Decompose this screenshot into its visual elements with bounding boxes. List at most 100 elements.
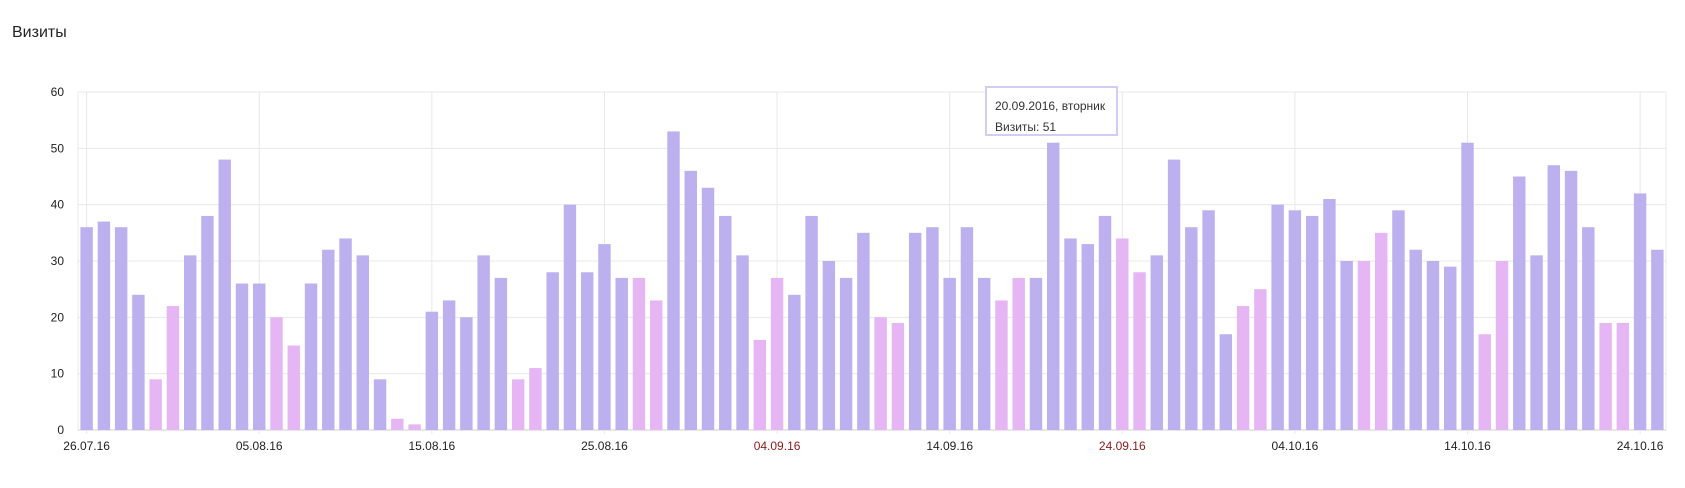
bar[interactable]: [1064, 238, 1077, 430]
bar[interactable]: [943, 277, 956, 430]
bar[interactable]: [1012, 277, 1025, 430]
bar[interactable]: [1202, 210, 1215, 430]
bar[interactable]: [201, 215, 214, 430]
bar[interactable]: [270, 317, 283, 430]
bar[interactable]: [1599, 322, 1612, 430]
bar[interactable]: [908, 232, 922, 430]
bar[interactable]: [667, 131, 680, 430]
bar[interactable]: [615, 277, 628, 430]
bar[interactable]: [494, 277, 508, 430]
bar[interactable]: [1461, 142, 1474, 430]
y-tick-label: 50: [51, 141, 65, 155]
bar[interactable]: [253, 283, 266, 430]
bar[interactable]: [166, 306, 180, 430]
bar[interactable]: [563, 204, 577, 430]
bar[interactable]: [1444, 266, 1457, 430]
bar[interactable]: [511, 379, 525, 430]
x-tick-label: 04.09.16: [754, 439, 801, 453]
bar[interactable]: [1323, 199, 1336, 430]
bar[interactable]: [977, 277, 991, 430]
bar[interactable]: [1478, 334, 1491, 430]
bar[interactable]: [857, 232, 870, 430]
bar[interactable]: [891, 322, 905, 430]
chart-title: Визиты: [12, 24, 67, 41]
bar[interactable]: [822, 261, 836, 430]
bar[interactable]: [1547, 165, 1561, 430]
bar[interactable]: [1254, 289, 1267, 430]
bar[interactable]: [1047, 142, 1060, 430]
bar-tooltip: 20.09.2016, вторник Визиты: 51: [985, 86, 1118, 136]
bars: [80, 131, 1664, 431]
bar[interactable]: [1582, 227, 1595, 430]
bar[interactable]: [1374, 232, 1388, 430]
bar[interactable]: [1409, 249, 1422, 430]
bar[interactable]: [1081, 244, 1094, 430]
bar[interactable]: [356, 255, 370, 430]
bar[interactable]: [1340, 261, 1353, 430]
bar[interactable]: [650, 300, 663, 430]
bar[interactable]: [425, 311, 439, 430]
bar[interactable]: [1219, 334, 1233, 430]
y-axis-ticks: 0 10 20 30 40 50 60: [51, 85, 65, 437]
bar[interactable]: [1564, 170, 1578, 430]
bar[interactable]: [114, 227, 128, 430]
bar[interactable]: [926, 227, 939, 430]
bar[interactable]: [1633, 193, 1647, 430]
bar[interactable]: [460, 317, 473, 430]
bar[interactable]: [408, 424, 421, 430]
bar[interactable]: [788, 294, 801, 430]
bar[interactable]: [995, 300, 1008, 430]
bar[interactable]: [80, 227, 93, 430]
bar[interactable]: [1513, 176, 1526, 431]
bar[interactable]: [1150, 255, 1164, 430]
bar[interactable]: [1357, 261, 1371, 430]
bar[interactable]: [373, 379, 387, 430]
bar[interactable]: [701, 187, 715, 430]
bar[interactable]: [1288, 210, 1302, 430]
y-tick-label: 10: [51, 367, 65, 381]
bar[interactable]: [1236, 306, 1250, 430]
bar[interactable]: [632, 277, 646, 430]
bar[interactable]: [1029, 277, 1043, 430]
bar[interactable]: [97, 221, 111, 430]
x-tick-label: 24.10.16: [1617, 439, 1664, 453]
bar[interactable]: [287, 345, 300, 431]
bar[interactable]: [546, 272, 559, 430]
bar[interactable]: [1495, 261, 1509, 430]
bar[interactable]: [1651, 249, 1664, 430]
bar[interactable]: [391, 418, 404, 430]
bar[interactable]: [736, 255, 749, 430]
bar[interactable]: [339, 238, 352, 430]
bar[interactable]: [132, 294, 145, 430]
bar[interactable]: [218, 159, 231, 430]
bar[interactable]: [442, 300, 456, 430]
bar[interactable]: [1167, 159, 1181, 430]
bar[interactable]: [1426, 261, 1440, 430]
bar[interactable]: [839, 277, 853, 430]
bar[interactable]: [580, 272, 594, 430]
bar[interactable]: [1185, 227, 1198, 430]
bar[interactable]: [1305, 215, 1319, 430]
bar[interactable]: [770, 277, 784, 430]
bar[interactable]: [1116, 238, 1129, 430]
bar[interactable]: [477, 255, 490, 430]
bar[interactable]: [183, 255, 197, 430]
bar[interactable]: [805, 215, 818, 430]
bar[interactable]: [1616, 322, 1630, 430]
bar[interactable]: [1392, 210, 1405, 430]
bar[interactable]: [529, 368, 542, 430]
bar[interactable]: [753, 339, 767, 430]
bar[interactable]: [598, 244, 611, 430]
bar[interactable]: [684, 170, 697, 430]
bar[interactable]: [719, 215, 732, 430]
bar[interactable]: [1098, 215, 1112, 430]
bar[interactable]: [322, 249, 335, 430]
bar[interactable]: [1530, 255, 1543, 430]
bar[interactable]: [149, 379, 162, 430]
bar[interactable]: [1133, 272, 1146, 430]
bar[interactable]: [874, 317, 887, 430]
bar[interactable]: [235, 283, 249, 430]
bar[interactable]: [304, 283, 318, 430]
bar[interactable]: [960, 227, 974, 430]
bar[interactable]: [1271, 204, 1284, 430]
